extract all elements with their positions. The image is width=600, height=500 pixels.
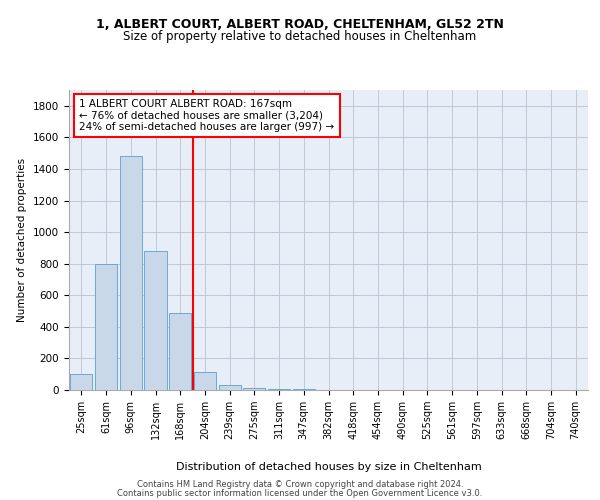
Text: Size of property relative to detached houses in Cheltenham: Size of property relative to detached ho… (124, 30, 476, 43)
Text: Contains HM Land Registry data © Crown copyright and database right 2024.: Contains HM Land Registry data © Crown c… (137, 480, 463, 489)
Bar (218, 386, 241, 390)
Bar (119, 156, 142, 390)
Text: 1 ALBERT COURT ALBERT ROAD: 167sqm
← 76% of detached houses are smaller (3,204)
: 1 ALBERT COURT ALBERT ROAD: 167sqm ← 76%… (79, 99, 335, 132)
Bar (95, 264, 117, 390)
Y-axis label: Number of detached properties: Number of detached properties (17, 158, 28, 322)
Bar (145, 251, 167, 390)
Bar (268, 388, 290, 390)
Text: 1, ALBERT COURT, ALBERT ROAD, CHELTENHAM, GL52 2TN: 1, ALBERT COURT, ALBERT ROAD, CHELTENHAM… (96, 18, 504, 30)
Text: Distribution of detached houses by size in Cheltenham: Distribution of detached houses by size … (176, 462, 482, 472)
Bar (293, 389, 315, 390)
Text: Contains public sector information licensed under the Open Government Licence v3: Contains public sector information licen… (118, 488, 482, 498)
Bar (70, 374, 92, 390)
Bar (169, 312, 191, 390)
Bar (243, 388, 265, 390)
Bar (194, 372, 216, 390)
